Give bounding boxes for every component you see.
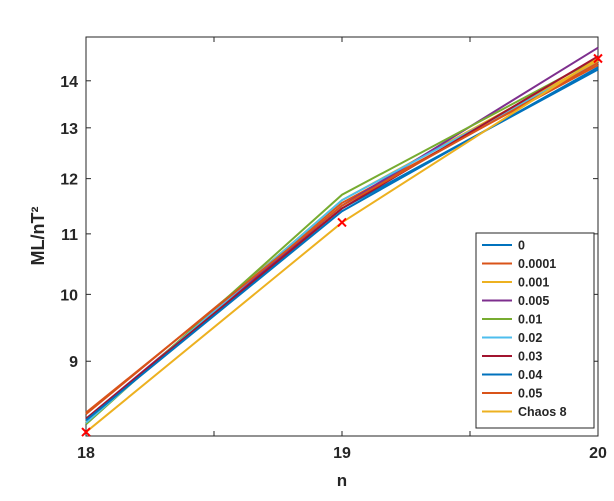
series-line <box>85 62 599 414</box>
marker <box>337 217 347 228</box>
legend-label: 0 <box>518 239 525 253</box>
y-tick-label: 13 <box>60 121 78 138</box>
x-axis-label: n <box>337 471 347 490</box>
x-tick-label: 19 <box>333 445 351 462</box>
legend-label: 0.04 <box>518 368 542 382</box>
marker <box>81 427 91 437</box>
series-line <box>85 55 599 420</box>
legend-label: 0.01 <box>518 313 542 327</box>
legend-box <box>475 232 595 429</box>
legend-label: 0.02 <box>518 331 542 345</box>
y-tick-label: 12 <box>60 172 78 189</box>
marker <box>593 53 603 64</box>
legend-label: 0.0001 <box>518 257 556 271</box>
x-tick-label: 18 <box>77 445 95 462</box>
series-line <box>85 66 599 422</box>
marker-cross <box>337 217 347 228</box>
y-tick-label: 9 <box>69 354 78 371</box>
legend-label: Chaos 8 <box>518 405 567 419</box>
legend-label: 0.05 <box>518 387 542 401</box>
y-axis-label: ML/nT² <box>28 207 48 266</box>
y-tick-label: 11 <box>61 227 78 244</box>
x-tick-label: 20 <box>589 445 607 462</box>
legend-label: 0.005 <box>518 294 549 308</box>
marker-cross <box>593 53 603 64</box>
legend-label: 0.03 <box>518 350 542 364</box>
y-tick-label: 10 <box>60 287 78 304</box>
y-tick-label: 14 <box>60 74 78 91</box>
marker-cross <box>81 427 91 437</box>
legend-label: 0.001 <box>518 276 549 290</box>
